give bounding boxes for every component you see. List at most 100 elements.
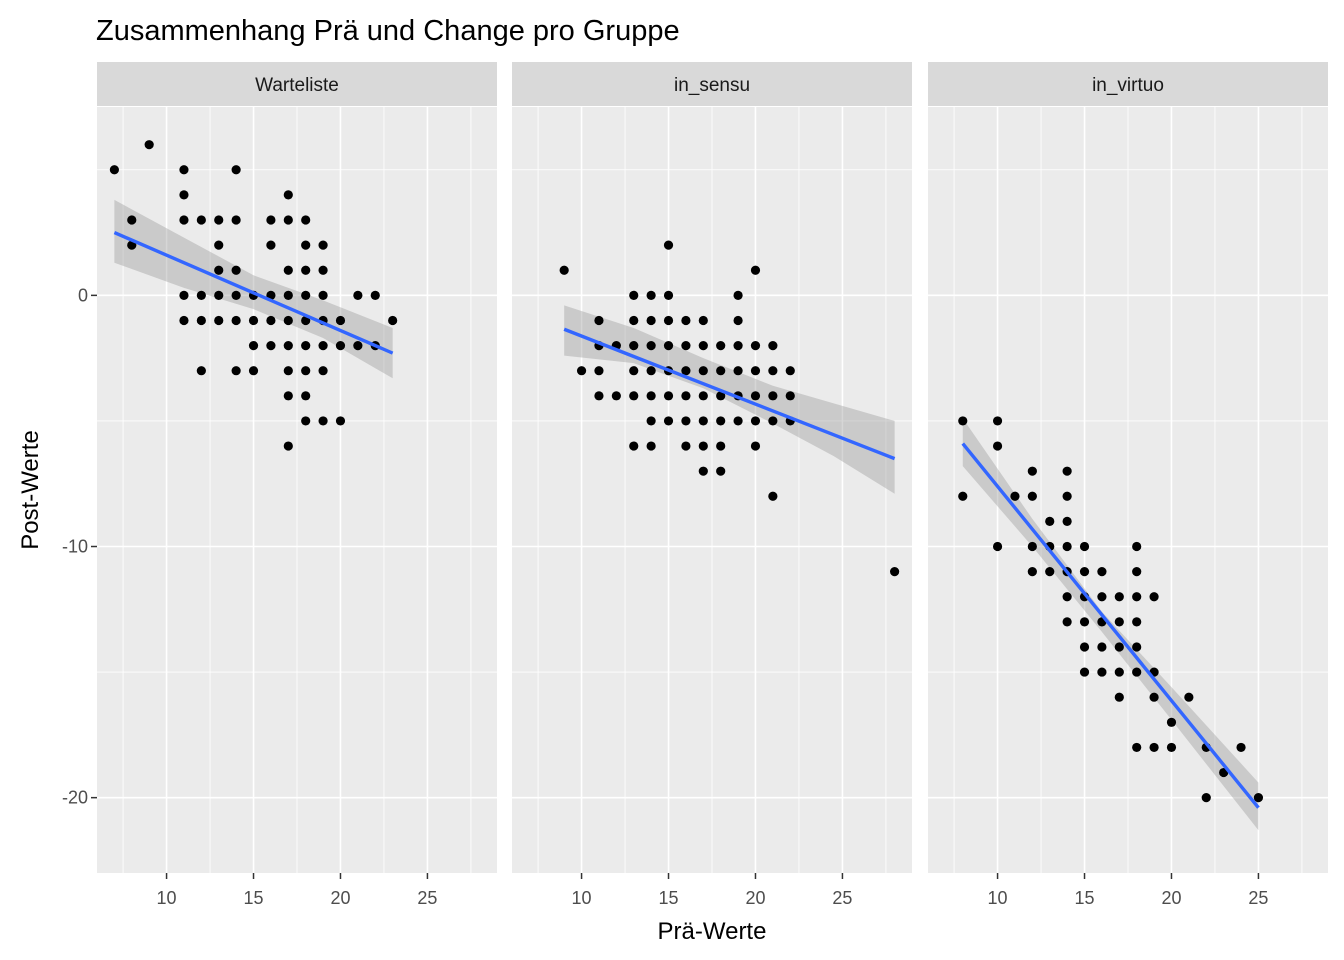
- data-point: [214, 290, 224, 300]
- facet-panels: 0 -10 -20 Warteliste 10 15 20 25 in_sensu 10 15 20 2…: [62, 62, 1328, 908]
- data-point: [179, 315, 189, 326]
- data-point: [716, 441, 726, 451]
- data-point: [1062, 516, 1072, 526]
- data-point: [698, 366, 708, 376]
- data-point: [1166, 742, 1177, 753]
- data-point: [196, 215, 206, 225]
- data-point: [301, 366, 311, 376]
- data-point: [1079, 617, 1090, 627]
- data-point: [646, 290, 656, 300]
- data-point: [611, 391, 621, 401]
- data-point: [335, 416, 346, 426]
- data-point: [1114, 592, 1124, 602]
- data-point: [750, 340, 761, 351]
- data-point: [750, 265, 761, 275]
- x-tick-label: 15: [659, 888, 679, 908]
- data-point: [248, 340, 259, 351]
- data-point: [266, 315, 276, 326]
- data-point: [301, 265, 311, 275]
- data-point: [283, 265, 293, 275]
- data-point: [663, 315, 674, 326]
- data-point: [196, 315, 206, 326]
- data-point: [1027, 541, 1037, 552]
- data-point: [1027, 491, 1037, 501]
- data-point: [629, 366, 639, 376]
- data-point: [785, 391, 795, 401]
- data-point: [179, 290, 189, 300]
- data-point: [1132, 742, 1142, 753]
- x-tick-label: 25: [832, 888, 852, 908]
- x-tick-label: 20: [745, 888, 765, 908]
- data-point: [768, 391, 778, 401]
- data-point: [214, 240, 224, 250]
- y-tick-label: -10: [62, 537, 88, 557]
- data-point: [214, 315, 224, 326]
- data-point: [179, 190, 189, 200]
- data-point: [1097, 567, 1107, 577]
- data-point: [646, 340, 656, 351]
- data-point: [1184, 692, 1194, 702]
- data-point: [1079, 567, 1090, 577]
- facet-strip-label: in_sensu: [674, 75, 750, 96]
- x-tick-label: 10: [157, 888, 177, 908]
- data-point: [318, 265, 328, 275]
- data-point: [594, 366, 604, 376]
- data-point: [1114, 617, 1124, 627]
- data-point: [958, 416, 968, 426]
- data-point: [1027, 466, 1037, 476]
- data-point: [594, 315, 604, 326]
- data-point: [318, 290, 328, 300]
- data-point: [1149, 592, 1159, 602]
- data-point: [1149, 742, 1159, 753]
- data-point: [698, 391, 708, 401]
- data-point: [370, 290, 380, 300]
- data-point: [1097, 667, 1107, 677]
- data-point: [1027, 567, 1037, 577]
- facet-panel-in_virtuo: in_virtuo 10 15 20 25: [928, 62, 1328, 908]
- data-point: [768, 491, 778, 501]
- data-point: [698, 416, 708, 426]
- data-point: [750, 366, 761, 376]
- data-point: [301, 416, 311, 426]
- data-point: [1132, 617, 1142, 627]
- data-point: [1097, 642, 1107, 652]
- data-point: [646, 416, 656, 426]
- chart-title: Zusammenhang Prä und Change pro Gruppe: [96, 15, 680, 47]
- facet-strip: [928, 62, 1328, 106]
- data-point: [248, 366, 259, 376]
- data-point: [768, 366, 778, 376]
- data-point: [231, 215, 241, 225]
- confidence-ribbon: [114, 199, 393, 379]
- data-point: [1132, 567, 1142, 577]
- data-point: [992, 416, 1003, 426]
- data-point: [1045, 567, 1055, 577]
- data-point: [646, 391, 656, 401]
- y-tick-label: -20: [62, 788, 88, 808]
- data-point: [1079, 541, 1090, 552]
- data-point: [231, 290, 241, 300]
- data-point: [958, 491, 968, 501]
- data-point: [214, 265, 224, 275]
- data-point: [629, 441, 639, 451]
- data-point: [353, 290, 363, 300]
- data-point: [1132, 592, 1142, 602]
- data-point: [301, 240, 311, 250]
- data-point: [629, 290, 639, 300]
- y-tick-label: 0: [78, 285, 88, 305]
- data-point: [1062, 617, 1072, 627]
- data-point: [144, 140, 154, 150]
- data-point: [698, 466, 708, 476]
- data-point: [1045, 516, 1055, 526]
- data-point: [1062, 466, 1072, 476]
- data-point: [1132, 642, 1142, 652]
- data-point: [266, 240, 276, 250]
- data-point: [681, 441, 691, 451]
- data-point: [283, 366, 293, 376]
- data-point: [768, 340, 778, 351]
- data-point: [646, 366, 656, 376]
- data-point: [681, 340, 691, 351]
- data-point: [890, 567, 900, 577]
- data-point: [283, 391, 293, 401]
- data-point: [663, 340, 674, 351]
